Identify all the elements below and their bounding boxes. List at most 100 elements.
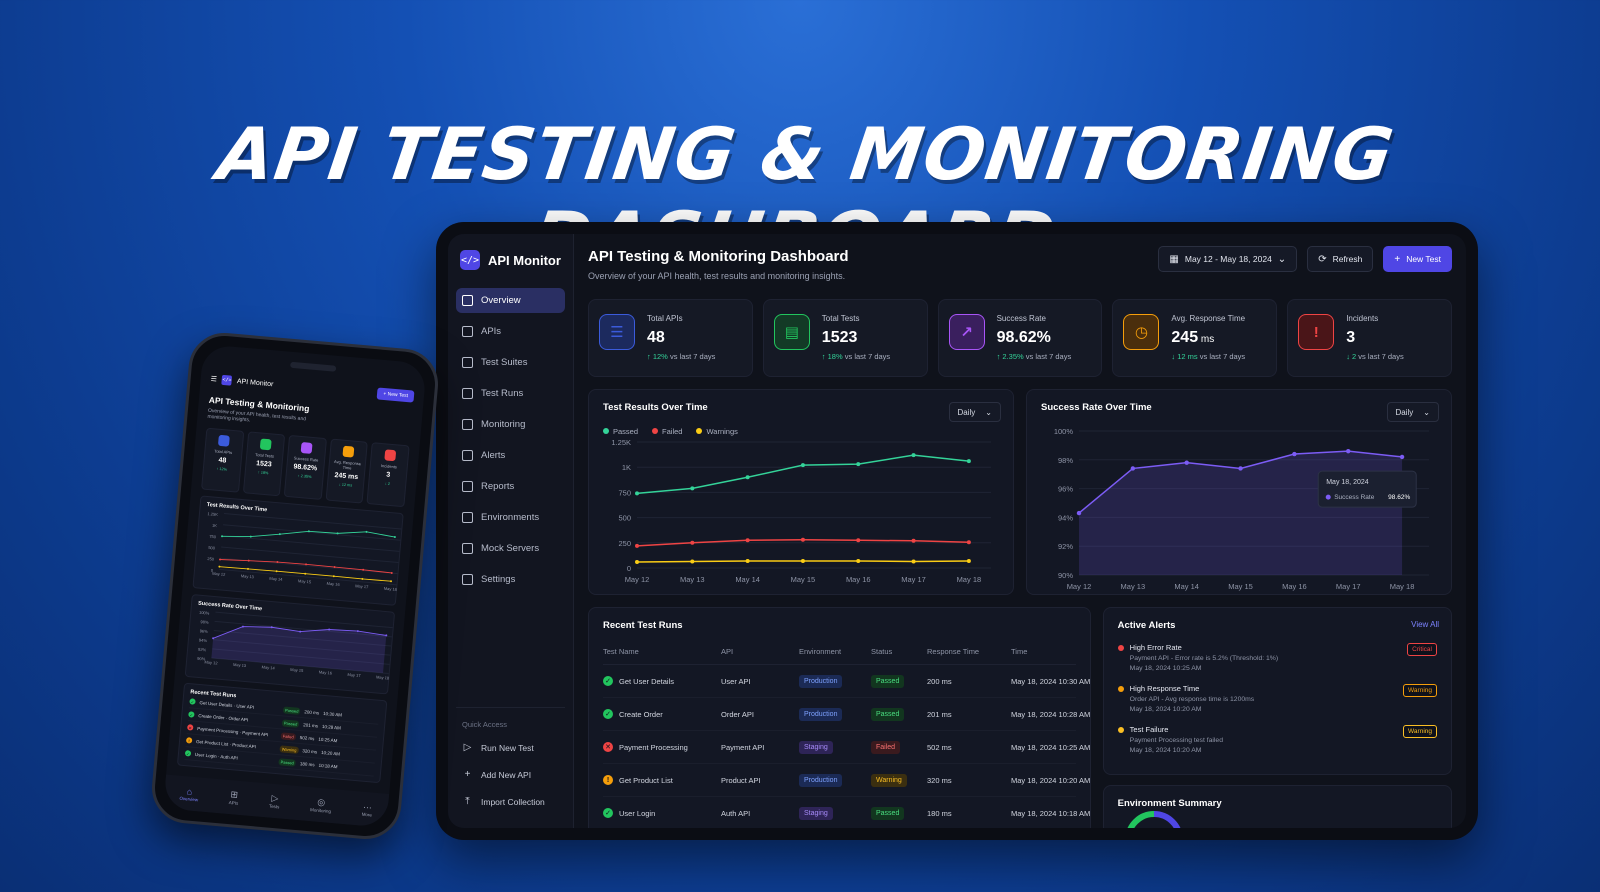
phone-nav-monitoring[interactable]: ◎ Monitoring xyxy=(310,796,332,814)
data-point[interactable] xyxy=(390,580,393,583)
data-point[interactable] xyxy=(276,561,279,564)
data-point[interactable] xyxy=(1130,466,1136,471)
data-point[interactable] xyxy=(361,577,364,580)
data-point[interactable] xyxy=(393,536,396,539)
data-point[interactable] xyxy=(333,566,336,569)
phone-bottom-nav: ⌂ Overview ⊞ APIs ▷ Tests ◎ Monitoring ··· More xyxy=(163,774,390,828)
data-point[interactable] xyxy=(800,537,805,542)
quick-add-new-api[interactable]: + Add New API xyxy=(456,764,565,785)
refresh-button[interactable]: ⟳ Refresh xyxy=(1307,246,1374,272)
data-point[interactable] xyxy=(1184,460,1189,465)
data-point[interactable] xyxy=(911,538,916,543)
data-point[interactable] xyxy=(385,634,388,637)
sidebar-item-test-runs[interactable]: Test Runs xyxy=(456,381,565,406)
data-point[interactable] xyxy=(690,540,695,545)
view-all-link[interactable]: View All xyxy=(1411,620,1439,629)
column-header[interactable]: API xyxy=(721,647,734,656)
data-point[interactable] xyxy=(307,530,310,533)
data-point[interactable] xyxy=(745,538,750,543)
table-row[interactable]: ✓ User Login Auth API Staging Passed 180 ms Ma… xyxy=(603,797,1090,828)
data-point[interactable] xyxy=(911,559,916,564)
alert-item[interactable]: Test Failure Payment Processing test fail… xyxy=(1117,725,1437,754)
data-point[interactable] xyxy=(1346,448,1351,454)
data-point[interactable] xyxy=(966,459,971,464)
brand[interactable]: </> API Monitor xyxy=(456,246,565,288)
column-header[interactable]: Time xyxy=(1011,647,1028,656)
data-point[interactable] xyxy=(390,571,393,574)
data-point[interactable] xyxy=(1399,454,1405,460)
sidebar-item-alerts[interactable]: Alerts xyxy=(456,443,565,468)
sidebar-item-settings[interactable]: Settings xyxy=(456,567,565,592)
data-point[interactable] xyxy=(966,540,971,545)
sidebar-item-environments[interactable]: Environments xyxy=(456,505,565,530)
data-point[interactable] xyxy=(247,559,250,562)
data-point[interactable] xyxy=(1238,466,1243,471)
column-header[interactable]: Response Time xyxy=(927,647,980,656)
column-header[interactable]: Test Name xyxy=(603,647,639,656)
sidebar-item-monitoring[interactable]: Monitoring xyxy=(456,412,565,437)
data-point[interactable] xyxy=(856,538,861,543)
data-point[interactable] xyxy=(219,558,222,561)
menu-icon[interactable]: ☰ xyxy=(210,375,218,384)
quick-run-new-test[interactable]: ▷ Run New Test xyxy=(456,737,565,758)
table-row[interactable]: ! Get Product List Product API Production Wa… xyxy=(603,764,1090,797)
data-point[interactable] xyxy=(362,568,365,571)
y-tick-label: 1K xyxy=(622,463,631,472)
data-point[interactable] xyxy=(911,453,916,458)
data-point[interactable] xyxy=(745,558,750,563)
period-select[interactable]: Daily ⌄ xyxy=(1386,402,1439,422)
date-range-picker[interactable]: ▦ May 12 - May 18, 2024 ⌄ xyxy=(1158,246,1298,272)
data-point[interactable] xyxy=(690,486,695,491)
table-row[interactable]: ✕ Payment Processing Payment API Staging Fai… xyxy=(603,731,1090,764)
sidebar-item-apis[interactable]: APIs xyxy=(456,319,565,344)
data-point[interactable] xyxy=(356,630,359,633)
data-point[interactable] xyxy=(332,575,335,578)
sidebar-item-reports[interactable]: Reports xyxy=(456,474,565,499)
data-point[interactable] xyxy=(800,463,805,468)
data-point[interactable] xyxy=(800,558,805,563)
data-point[interactable] xyxy=(247,567,250,570)
data-point[interactable] xyxy=(275,570,278,573)
data-point[interactable] xyxy=(328,628,331,631)
sidebar-item-overview[interactable]: Overview xyxy=(456,288,565,313)
test-name-cell: ✓ Get User Details xyxy=(603,676,721,686)
new-test-button[interactable]: + New Test xyxy=(1383,246,1452,272)
data-point[interactable] xyxy=(635,559,639,564)
table-row[interactable]: ✓ Create Order Order API Production Passed 20… xyxy=(603,698,1090,731)
alert-item[interactable]: High Response Time Order API - Avg respon… xyxy=(1117,684,1437,713)
data-point[interactable] xyxy=(212,637,215,640)
data-point[interactable] xyxy=(690,559,695,564)
data-point[interactable] xyxy=(218,565,221,568)
phone-nav-apis[interactable]: ⊞ APIs xyxy=(229,789,240,806)
sidebar-item-test-suites[interactable]: Test Suites xyxy=(456,350,565,375)
alert-item[interactable]: High Error Rate Payment API - Error rate … xyxy=(1117,643,1437,672)
data-point[interactable] xyxy=(745,475,750,480)
data-point[interactable] xyxy=(299,630,302,633)
phone-nav-overview[interactable]: ⌂ Overview xyxy=(179,785,199,802)
data-point[interactable] xyxy=(278,533,281,536)
sidebar-item-mock-servers[interactable]: Mock Servers xyxy=(456,536,565,561)
column-header[interactable]: Environment xyxy=(799,647,842,656)
quick-import-collection[interactable]: ⤒ Import Collection xyxy=(456,791,565,812)
phone-nav-tests[interactable]: ▷ Tests xyxy=(269,793,281,810)
data-point[interactable] xyxy=(635,491,639,496)
column-header[interactable]: Status xyxy=(871,647,893,656)
data-point[interactable] xyxy=(856,558,861,563)
data-point[interactable] xyxy=(270,626,273,629)
phone-nav-more[interactable]: ··· More xyxy=(362,801,374,817)
data-point[interactable] xyxy=(1076,510,1082,516)
data-point[interactable] xyxy=(1292,451,1297,457)
table-row[interactable]: ✓ Get User Details User API Production Passe… xyxy=(603,665,1090,698)
data-point[interactable] xyxy=(304,572,307,575)
phone-new-test-button[interactable]: + New Test xyxy=(376,387,415,403)
data-point[interactable] xyxy=(221,535,224,538)
data-point[interactable] xyxy=(365,530,368,533)
data-point[interactable] xyxy=(336,532,339,535)
period-select[interactable]: Daily ⌄ xyxy=(948,402,1001,422)
data-point[interactable] xyxy=(856,462,861,467)
data-point[interactable] xyxy=(241,625,244,628)
data-point[interactable] xyxy=(635,543,639,548)
data-point[interactable] xyxy=(249,535,252,538)
data-point[interactable] xyxy=(966,558,971,563)
data-point[interactable] xyxy=(305,563,308,566)
